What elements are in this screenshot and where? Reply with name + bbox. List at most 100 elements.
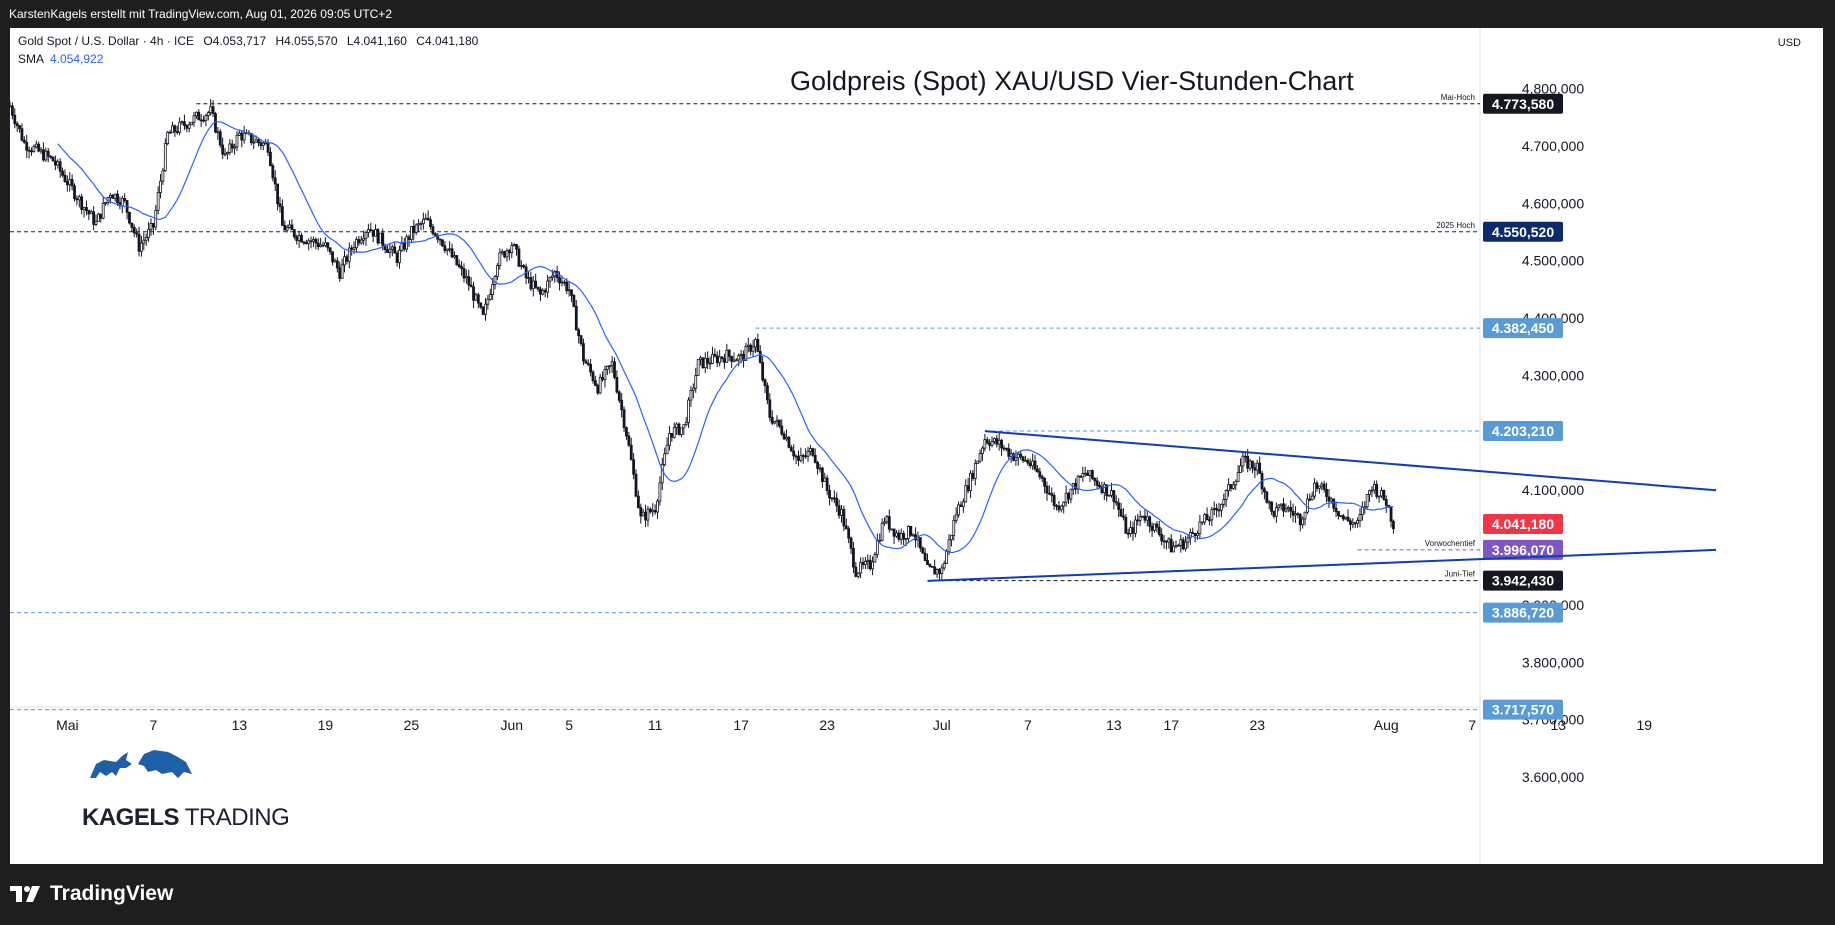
candle-body — [660, 464, 664, 484]
candle-body — [355, 239, 358, 249]
candle-body — [782, 433, 786, 440]
candle-body — [185, 125, 189, 129]
candle-body — [938, 569, 941, 574]
trendline-lower — [927, 548, 1717, 582]
candle-body — [175, 131, 179, 134]
candle-body — [302, 241, 306, 244]
candle-body — [601, 376, 604, 381]
candle-body — [505, 250, 509, 258]
candle-body — [209, 106, 213, 114]
candle-body — [486, 298, 490, 305]
attribution-text: KarstenKagels erstellt mit TradingView.c… — [9, 7, 392, 21]
tradingview-footer[interactable]: TradingView — [10, 878, 173, 910]
price-label-text: 4.382,450 — [1492, 320, 1554, 336]
candle-body — [97, 213, 100, 222]
candle-body — [1368, 490, 1371, 495]
candle-body — [1016, 453, 1020, 459]
candle-body — [400, 242, 404, 251]
candle-body — [292, 229, 296, 238]
candle-body — [1248, 460, 1252, 469]
candle-body — [1303, 511, 1307, 520]
candle-body — [837, 505, 841, 516]
candle-body — [331, 251, 334, 263]
candle-body — [151, 223, 155, 228]
candle-body — [761, 362, 765, 381]
candle-body — [820, 467, 824, 482]
candle-body — [930, 565, 934, 568]
candle-body — [1224, 490, 1228, 500]
candle-body — [756, 339, 760, 352]
candle-body — [1124, 516, 1128, 534]
candle-body — [637, 495, 640, 509]
y-tick-label: 4.300,000 — [1522, 367, 1584, 383]
candle-body — [1129, 527, 1133, 535]
candle-body — [161, 170, 165, 182]
chart-frame[interactable]: 4.800,000 4.700,000 4.600,000 4.500,000 4.40… — [10, 28, 1823, 864]
chart-title: Goldpreis (Spot) XAU/USD Vier-Stunden-Ch… — [790, 66, 1354, 96]
candle-body — [1358, 514, 1362, 522]
price-label-box — [1483, 539, 1563, 560]
candle-body — [675, 423, 679, 428]
candle-body — [878, 539, 882, 542]
y-tick-label: 3.600,000 — [1522, 769, 1584, 785]
price-label-box — [1483, 513, 1563, 534]
price-label-text: 4.203,210 — [1492, 423, 1554, 439]
candle-body — [844, 525, 848, 530]
candle-body — [1210, 509, 1214, 521]
candle-body — [1181, 539, 1185, 550]
candle-body — [682, 424, 686, 429]
candle-body — [474, 294, 478, 301]
close-value: C4.041,180 — [416, 34, 479, 48]
candle-body — [1040, 476, 1044, 479]
candle-body — [453, 255, 456, 258]
candle-body — [1107, 494, 1111, 497]
candle-body — [586, 362, 590, 365]
level-note: Juni-Tief — [1445, 570, 1476, 579]
candle-body — [290, 224, 294, 231]
price-label-text: 3.886,720 — [1492, 605, 1554, 621]
candle-body — [1076, 475, 1080, 490]
candle-body — [359, 239, 363, 244]
candle-body — [464, 276, 468, 279]
price-chart[interactable]: 4.800,0004.700,0004.600,0004.500,0004.40… — [10, 28, 1823, 864]
candle-body — [269, 151, 272, 167]
candle-body — [668, 432, 671, 446]
candle-body — [746, 344, 750, 347]
candle-body — [42, 149, 45, 161]
candle-body — [1028, 462, 1032, 467]
candle-body — [859, 562, 863, 574]
candle-body — [362, 237, 366, 241]
candle-body — [670, 432, 674, 438]
candle-body — [503, 251, 506, 258]
candle-body — [1255, 462, 1259, 471]
candle-body — [856, 572, 860, 577]
level-note: 2025 Hoch — [1436, 221, 1475, 230]
candle-body — [911, 534, 915, 537]
x-tick-label: 5 — [565, 717, 573, 733]
candle-body — [63, 174, 67, 182]
candle-body — [706, 358, 710, 364]
candle-body — [613, 361, 616, 378]
candle-body — [1301, 518, 1305, 526]
candle-body — [10, 105, 14, 116]
candle-body — [1317, 485, 1321, 489]
candle-body — [880, 522, 884, 541]
candle-body — [897, 532, 901, 540]
candle-body — [264, 142, 268, 145]
candle-body — [1310, 495, 1314, 501]
candle-body — [187, 124, 191, 129]
candle-body — [1162, 540, 1166, 543]
candle-body — [512, 244, 516, 246]
sma-label: SMA — [18, 52, 45, 66]
candle-body — [572, 295, 576, 307]
candle-body — [785, 436, 788, 440]
x-tick-label: 17 — [1163, 717, 1179, 733]
candle-body — [194, 111, 198, 117]
candle-body — [656, 500, 659, 513]
candle-body — [801, 455, 805, 457]
candle-body — [1150, 525, 1154, 531]
x-tick-label: 19 — [318, 717, 334, 733]
price-label-box — [1483, 699, 1563, 720]
candle-body — [1122, 515, 1125, 518]
candle-body — [672, 427, 676, 438]
